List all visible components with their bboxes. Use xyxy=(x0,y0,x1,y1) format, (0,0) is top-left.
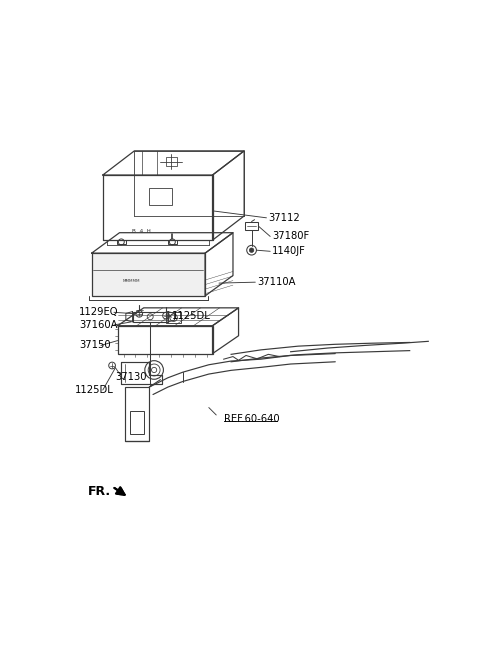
Bar xyxy=(130,411,144,434)
Bar xyxy=(132,312,168,322)
Text: 37160A: 37160A xyxy=(79,320,118,330)
Bar xyxy=(245,222,258,230)
Text: 37110A: 37110A xyxy=(257,277,296,287)
Text: 37130: 37130 xyxy=(115,372,146,382)
Bar xyxy=(92,253,205,296)
Text: REF.60-640: REF.60-640 xyxy=(224,414,279,424)
Text: MMMMM: MMMMM xyxy=(122,279,140,283)
Text: 1125DL: 1125DL xyxy=(75,385,114,395)
Text: 1140JF: 1140JF xyxy=(272,246,306,256)
Text: 37150: 37150 xyxy=(79,340,111,350)
Bar xyxy=(166,312,181,323)
Text: FR.: FR. xyxy=(88,485,111,499)
Bar xyxy=(168,239,177,244)
Text: 37180F: 37180F xyxy=(272,232,309,241)
Text: 1125DL: 1125DL xyxy=(172,312,210,321)
Bar xyxy=(118,325,213,354)
Bar xyxy=(149,188,172,205)
Text: 37112: 37112 xyxy=(268,213,300,223)
Bar xyxy=(166,157,177,166)
Bar xyxy=(125,387,149,441)
Text: 1129EQ: 1129EQ xyxy=(79,307,119,318)
Circle shape xyxy=(249,248,254,253)
Text: B 4 H: B 4 H xyxy=(132,230,151,234)
Bar xyxy=(117,239,126,244)
